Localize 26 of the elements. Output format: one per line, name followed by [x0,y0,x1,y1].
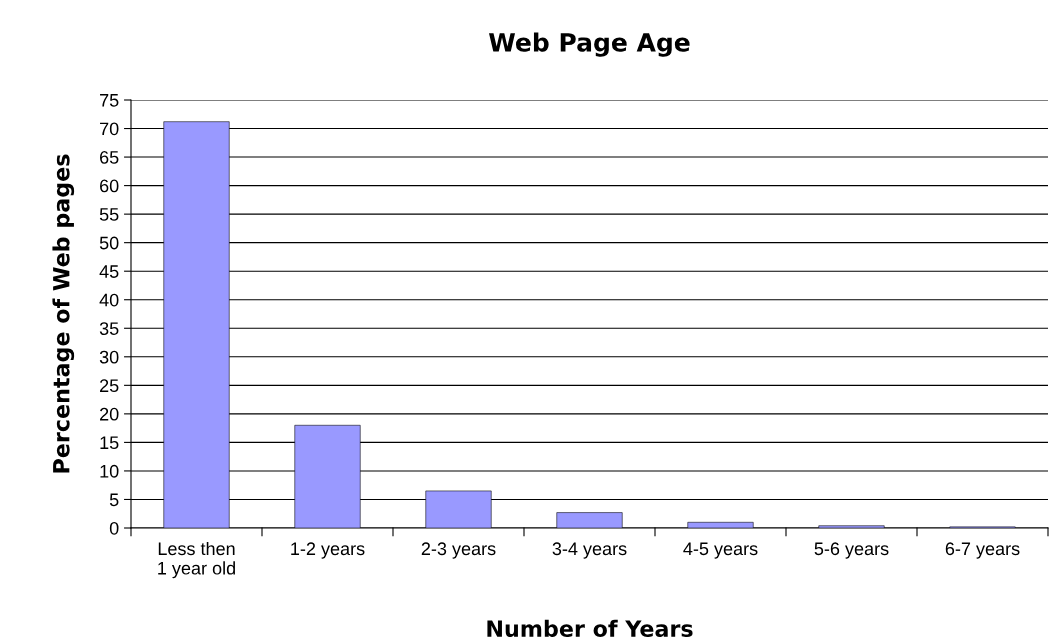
y-tick-label: 55 [99,208,119,221]
y-tick-label: 30 [99,350,119,364]
x-tick-label: 5-6 years [814,542,889,559]
x-tick-label: 4-5 years [683,542,758,559]
y-tick-label: 25 [100,379,119,393]
y-tick-label: 5 [109,493,119,507]
x-tick-label: 1-2 years [291,542,365,559]
x-axis-title: Number of Years [487,619,693,638]
y-tick-label: 20 [100,407,119,421]
chart-title: Web Page Age [488,32,690,57]
y-tick-label: 15 [100,436,119,450]
y-axis-title: Percentage of Web pages [52,154,75,473]
y-tick-label: 0 [109,521,119,535]
y-tick-label: 10 [100,464,119,478]
y-tick-label: 35 [99,322,119,335]
x-tick-label: 6-7 years [945,542,1020,559]
y-tick-label: 75 [100,94,119,107]
y-tick-label: 40 [99,293,119,307]
x-tick-label: Less then 1 year old [158,541,235,579]
x-tick-label: 2-3 years [421,542,496,559]
y-tick-label: 45 [99,265,119,278]
y-tick-label: 50 [99,236,119,250]
y-tick-label: 65 [100,151,119,164]
y-tick-label: 60 [100,179,119,193]
x-tick-label: 3-4 years [552,542,627,559]
y-tick-label: 70 [100,122,119,136]
